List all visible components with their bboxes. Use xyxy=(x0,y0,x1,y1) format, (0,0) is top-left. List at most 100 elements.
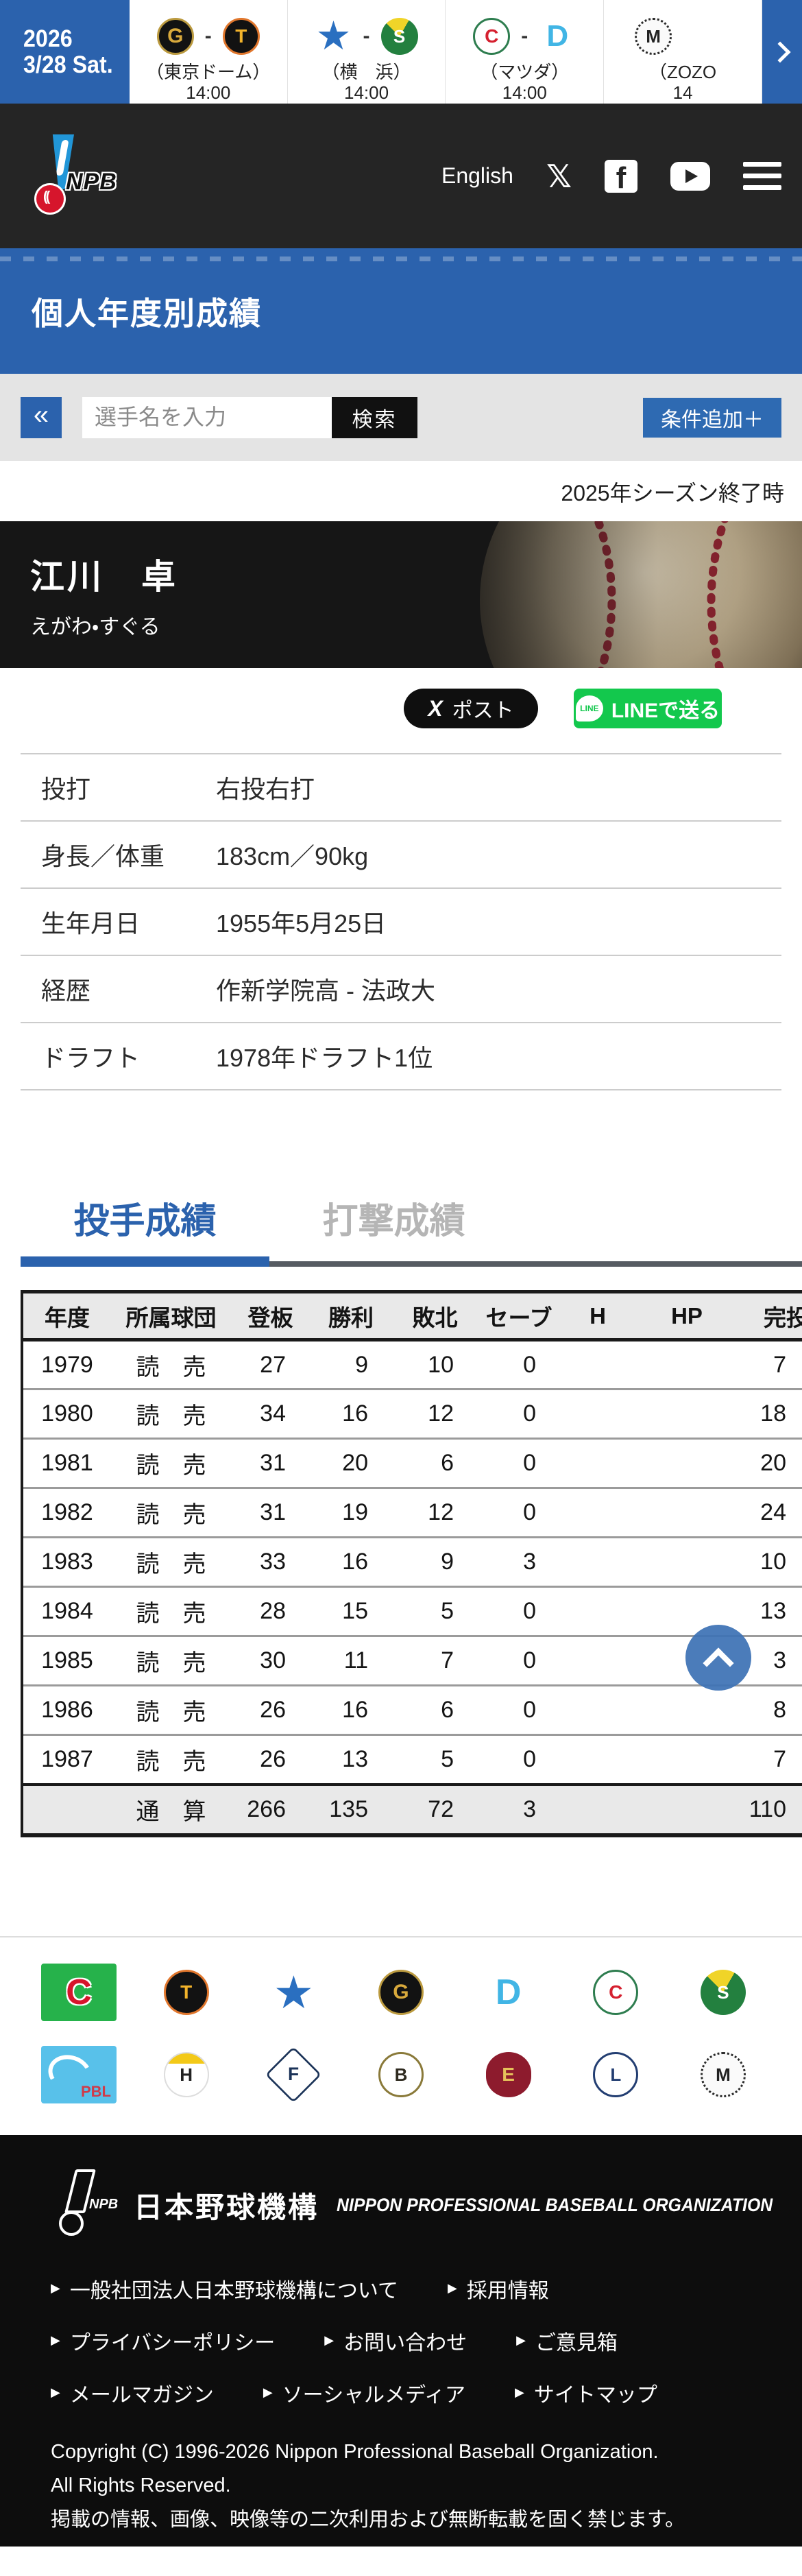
team-logo-link[interactable]: L xyxy=(570,2051,661,2097)
copyright-line: 掲載の情報、画像、映像等の二次利用および無断転載を固く禁じます。 xyxy=(51,2509,685,2531)
table-row: 1979 読 売 27 9 10 0 7 xyxy=(22,1339,802,1390)
line-share-button[interactable]: LINE LINEで送る xyxy=(574,689,722,728)
footer-link-label: 採用情報 xyxy=(466,2279,549,2302)
footer-link[interactable]: ▶ ご意見箱 xyxy=(516,2326,618,2356)
x-post-button[interactable]: X ポスト xyxy=(404,689,538,728)
footer-link[interactable]: ▶ 採用情報 xyxy=(448,2274,549,2304)
footer-link[interactable]: ▶ お問い合わせ xyxy=(324,2326,467,2356)
column-header: 登板 xyxy=(231,1290,310,1341)
footer-link[interactable]: ▶ ソーシャルメディア xyxy=(263,2378,465,2408)
team-logo-link[interactable]: B xyxy=(355,2051,447,2097)
team-logo-link[interactable]: H xyxy=(141,2051,232,2097)
cell-complete-games: 10 xyxy=(738,1537,802,1588)
english-link[interactable]: English xyxy=(441,163,513,188)
npb-logo[interactable]: NPB xyxy=(21,133,123,219)
tab-pitching-stats[interactable]: 投手成績 xyxy=(73,1202,217,1241)
cell-hold-points xyxy=(635,1438,738,1489)
cell-wins: 9 xyxy=(310,1339,392,1390)
footer-link[interactable]: ▶ サイトマップ xyxy=(515,2378,657,2408)
team-logo-link[interactable]: PBL xyxy=(33,2045,125,2103)
stats-table-viewport[interactable]: 年度 所属球団 登板 勝利 敗北 セーブ H HP xyxy=(21,1290,802,1837)
tab-batting-stats[interactable]: 打撃成績 xyxy=(322,1202,465,1241)
chevron-up-icon xyxy=(703,1647,734,1679)
cell-year: 1984 xyxy=(22,1586,111,1637)
add-condition-button[interactable]: 条件追加＋ xyxy=(643,397,781,438)
game-time: 14:00 xyxy=(344,82,389,104)
cell-holds xyxy=(560,1537,635,1588)
player-name-kana: えがわ・すぐる xyxy=(30,616,160,639)
team-logo-link[interactable]: M xyxy=(677,2051,769,2097)
player-name: 江川 卓 xyxy=(30,558,178,596)
cell-hold-points xyxy=(635,1488,738,1538)
team-logo-link[interactable]: E xyxy=(463,2051,555,2097)
cell-year: 1986 xyxy=(22,1685,111,1736)
team-logo-link[interactable]: F xyxy=(247,2046,339,2103)
hamburger-menu-icon[interactable] xyxy=(743,162,781,190)
scroll-to-top-button[interactable] xyxy=(685,1625,751,1691)
game-card[interactable]: M （ZOZO 14 xyxy=(604,0,762,104)
scoreboard-date: 2026 3/28 Sat. xyxy=(0,0,130,104)
scoreboard-next-button[interactable] xyxy=(762,0,802,104)
game-card[interactable]: C - D （マツダ） 14:00 xyxy=(446,0,605,104)
cell-wins: 20 xyxy=(310,1438,392,1489)
facebook-icon[interactable]: f xyxy=(605,159,637,193)
player-profile-list: 投打 右投右打 身長／体重 183cm／90kg 生年月日 1955年5月25日… xyxy=(21,753,781,1090)
footer-link[interactable]: ▶ メールマガジン xyxy=(51,2378,214,2408)
cell-losses: 7 xyxy=(392,1636,478,1686)
tab-underline-track xyxy=(21,1256,802,1267)
footer-link-label: 一般社団法人日本野球機構について xyxy=(69,2279,398,2302)
team-logo-link[interactable]: T xyxy=(141,1969,232,2015)
home-team-logo-icon: ★ xyxy=(315,13,352,58)
total-blank xyxy=(22,1782,111,1837)
column-header: セーブ xyxy=(478,1290,560,1341)
profile-row: 投打 右投右打 xyxy=(21,754,781,822)
team-logo-link[interactable]: D xyxy=(463,1970,555,2015)
profile-row: 生年月日 1955年5月25日 xyxy=(21,889,781,956)
team-logo-icon: G xyxy=(378,1969,424,2015)
cell-wins: 11 xyxy=(310,1636,392,1686)
x-post-label: ポスト xyxy=(452,700,514,722)
profile-value: 1978年ドラフト1位 xyxy=(216,1044,433,1072)
site-footer: NPB 日本野球機構 NIPPON PROFESSIONAL BASEBALL … xyxy=(0,2134,802,2547)
team-logo-icon: S xyxy=(700,1969,746,2015)
cell-complete-games: 7 xyxy=(738,1339,802,1390)
youtube-icon[interactable] xyxy=(670,161,710,191)
team-logo-link[interactable]: ★ xyxy=(247,1970,339,2015)
player-search-input[interactable] xyxy=(82,396,332,438)
team-logo-link[interactable]: S xyxy=(677,1969,769,2015)
cell-complete-games: 20 xyxy=(738,1438,802,1489)
cell-complete-games: 8 xyxy=(738,1685,802,1736)
cell-losses: 6 xyxy=(392,1685,478,1736)
total-losses: 72 xyxy=(392,1782,478,1837)
game-card[interactable]: ★ - S （横 浜） 14:00 xyxy=(287,0,446,104)
cell-year: 1983 xyxy=(22,1537,111,1588)
footer-link[interactable]: ▶ プライバシーポリシー xyxy=(51,2326,275,2356)
table-row: 1986 読 売 26 16 6 0 8 xyxy=(22,1685,802,1736)
cell-hold-points xyxy=(635,1685,738,1736)
team-logo-link[interactable]: C xyxy=(33,1963,125,2021)
team-logo-icon: ★ xyxy=(273,1966,314,2018)
footer-link[interactable]: ▶ 一般社団法人日本野球機構について xyxy=(51,2274,398,2304)
npb-logo-text: NPB xyxy=(66,169,117,195)
cell-losses: 5 xyxy=(392,1734,478,1785)
total-label: 通 算 xyxy=(111,1782,231,1837)
copyright-text: Copyright (C) 1996-2026 Nippon Professio… xyxy=(51,2435,751,2538)
total-holds xyxy=(560,1782,635,1837)
game-matchup: G - T xyxy=(156,15,260,57)
away-team-logo-icon: D xyxy=(546,19,569,53)
back-button[interactable]: « xyxy=(21,396,62,438)
team-logo-link[interactable]: G xyxy=(355,1969,447,2015)
cell-holds xyxy=(560,1339,635,1390)
cell-wins: 19 xyxy=(310,1488,392,1538)
team-logo-link[interactable]: C xyxy=(570,1969,661,2015)
cell-games: 33 xyxy=(231,1537,310,1588)
search-button[interactable]: 検索 xyxy=(332,396,417,438)
footer-link-row: ▶ プライバシーポリシー ▶ お問い合わせ ▶ ご意見箱 xyxy=(51,2326,751,2356)
pitching-stats-table: 年度 所属球団 登板 勝利 敗北 セーブ H HP xyxy=(21,1290,802,1837)
cell-saves: 0 xyxy=(478,1389,560,1440)
cell-complete-games: 24 xyxy=(738,1488,802,1538)
npb-baseball-icon xyxy=(34,183,66,215)
game-card[interactable]: G - T （東京ドーム） 14:00 xyxy=(129,0,288,104)
x-twitter-icon[interactable]: 𝕏 xyxy=(546,158,572,194)
